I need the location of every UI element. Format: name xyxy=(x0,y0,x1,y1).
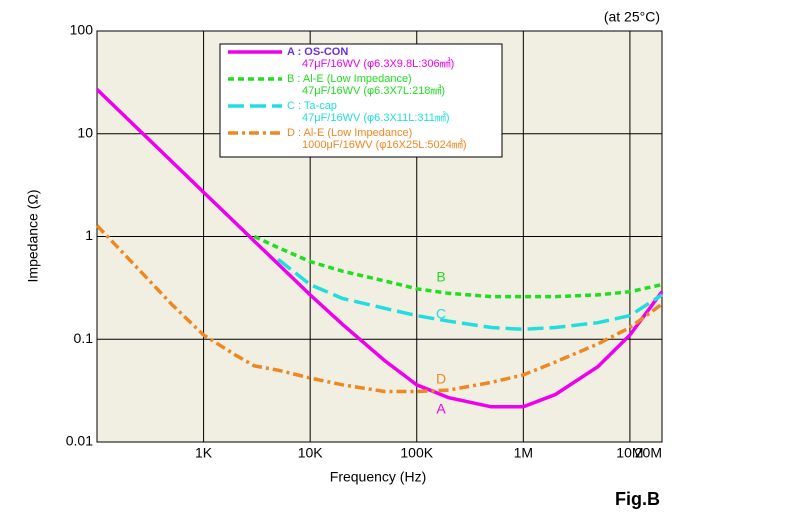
x-tick-label: 1M xyxy=(514,445,533,461)
x-axis-label: Frequency (Hz) xyxy=(330,469,426,485)
x-tick-label: 20M xyxy=(635,445,662,461)
y-tick-label: 0.01 xyxy=(66,433,93,449)
legend-description: 1000μF/16WV (φ16X25L:5024㎣) xyxy=(302,138,467,151)
x-tick-label: 100K xyxy=(400,445,433,461)
y-tick-label: 1 xyxy=(85,227,93,243)
curve-label: D xyxy=(436,371,446,387)
series-line xyxy=(95,224,664,394)
y-tick-label: 10 xyxy=(77,124,93,140)
legend-box xyxy=(219,43,503,158)
curve-label: A xyxy=(436,401,446,417)
y-tick-label: 100 xyxy=(70,22,94,38)
x-tick-label: 10M xyxy=(616,445,643,461)
y-tick-label: 0.1 xyxy=(74,330,94,346)
caption: Fig.B xyxy=(615,489,660,509)
x-tick-label: 10K xyxy=(298,445,324,461)
subtitle: (at 25°C) xyxy=(604,9,660,25)
series-line xyxy=(277,257,663,332)
legend-entry: C : Ta-cap xyxy=(287,100,337,112)
series-line xyxy=(253,234,663,299)
legend-description: 47μF/16WV (φ6.3X9.8L:306㎣) xyxy=(302,57,454,70)
x-tick-label: 1K xyxy=(195,445,213,461)
legend-description: 47μF/16WV (φ6.3X11L:311㎣) xyxy=(302,111,450,124)
legend-entry: A : OS-CON xyxy=(287,46,348,58)
y-axis-label: Impedance (Ω) xyxy=(25,190,41,283)
curve-label: B xyxy=(436,269,445,285)
curve-label: C xyxy=(436,306,446,322)
legend-entry: D : Al-E (Low Impedance) xyxy=(287,127,412,139)
series-line xyxy=(95,88,664,409)
legend-description: 47μF/16WV (φ6.3X7L:218㎣) xyxy=(302,84,445,97)
legend-entry: B : Al-E (Low Impedance) xyxy=(287,73,412,85)
